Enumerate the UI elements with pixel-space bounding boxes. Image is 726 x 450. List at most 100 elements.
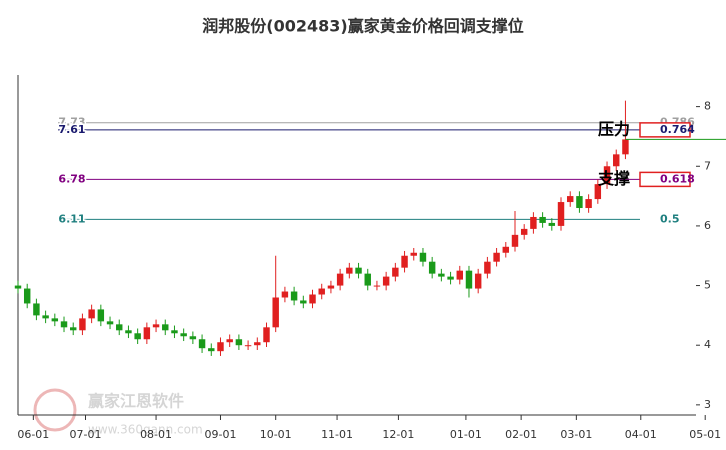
candle-body <box>51 318 59 322</box>
candle-body <box>382 276 390 286</box>
candle <box>244 340 252 350</box>
candle-body <box>33 303 40 316</box>
candle-body <box>539 216 546 223</box>
candle <box>622 100 629 160</box>
candle-body <box>622 139 629 155</box>
candle <box>180 328 187 342</box>
candle-body <box>346 267 353 274</box>
candle <box>336 268 344 291</box>
candle-body <box>576 196 583 209</box>
candle <box>585 194 592 213</box>
candle <box>401 250 408 273</box>
candle-body <box>134 333 141 340</box>
candle <box>456 265 463 285</box>
level-highlight <box>639 171 691 188</box>
candle-body <box>226 339 233 343</box>
level-ratio: 0.618 <box>660 172 695 185</box>
candle <box>152 319 160 333</box>
candle-body <box>198 339 206 349</box>
candle-body <box>447 276 454 280</box>
candle-body <box>152 324 160 328</box>
candle <box>79 313 86 336</box>
candle-body <box>171 330 178 334</box>
candle-body <box>530 216 537 229</box>
level-highlight <box>639 122 691 138</box>
candle-body <box>88 309 95 319</box>
level-price: 6.78 <box>58 172 85 185</box>
candle-body <box>143 327 151 340</box>
candle <box>511 211 519 252</box>
candle-body <box>290 291 298 301</box>
candle-body <box>520 228 528 235</box>
candle-body <box>557 202 565 226</box>
x-tick-label: 12-01 <box>382 428 414 441</box>
candle-body <box>23 288 31 304</box>
candle <box>447 271 454 285</box>
candle <box>613 149 620 172</box>
candle-body <box>125 330 132 334</box>
candle <box>548 218 556 231</box>
candle-body <box>272 297 279 328</box>
candle <box>226 334 233 347</box>
level-price: 6.11 <box>58 212 85 225</box>
candle <box>300 295 307 309</box>
candle-body <box>281 291 289 298</box>
level-ratio: 0.5 <box>660 212 680 225</box>
candle-body <box>42 315 49 319</box>
candle <box>327 280 335 294</box>
x-tick-label: 09-01 <box>204 428 236 441</box>
candle-body <box>208 348 215 352</box>
chart-title: 润邦股份(002483)赢家黄金价格回调支撑位 <box>202 17 523 36</box>
candle <box>364 268 371 291</box>
candle <box>438 268 445 282</box>
candle <box>14 280 22 294</box>
y-tick-label: 8 <box>704 100 711 113</box>
candle <box>474 268 482 294</box>
candle <box>309 289 316 309</box>
candle-body <box>613 154 620 167</box>
candle-body <box>327 285 335 289</box>
candle <box>125 325 132 339</box>
candle-body <box>511 234 519 247</box>
candle <box>208 343 215 356</box>
x-tick-label: 03-01 <box>560 428 592 441</box>
y-tick-label: 4 <box>704 338 711 351</box>
candle <box>392 262 399 282</box>
watermark-text: 赢家江恩软件 <box>88 392 184 411</box>
annotation: 支撑 <box>597 169 630 188</box>
candle-body <box>217 342 224 352</box>
candle <box>143 322 151 345</box>
candle <box>318 283 325 300</box>
candle-body <box>493 252 500 262</box>
candle-body <box>189 336 197 340</box>
x-tick-label: 06-01 <box>17 428 49 441</box>
x-tick-label: 11-01 <box>321 428 353 441</box>
candle <box>51 313 59 327</box>
candle-body <box>162 324 169 331</box>
x-tick-label: 02-01 <box>505 428 537 441</box>
candle-body <box>106 321 114 325</box>
candle <box>428 256 436 279</box>
candle-body <box>263 327 270 343</box>
candle <box>355 262 362 279</box>
candle <box>60 316 68 333</box>
x-tick-label: 05-01 <box>689 428 721 441</box>
candle <box>162 319 169 336</box>
candle <box>106 316 114 330</box>
level-price: 7.61 <box>58 123 85 136</box>
x-tick-label: 07-01 <box>70 428 102 441</box>
candle <box>382 271 390 291</box>
candle-body <box>465 270 473 289</box>
level-ratio: 0.764 <box>660 123 695 136</box>
candle-body <box>474 273 482 289</box>
candle <box>281 286 289 303</box>
candle-body <box>410 252 417 256</box>
candle <box>116 319 123 336</box>
candle-body <box>428 261 436 274</box>
candle <box>502 242 510 258</box>
candle <box>272 255 279 333</box>
x-tick-label: 10-01 <box>260 428 292 441</box>
y-tick-label: 5 <box>704 279 711 292</box>
watermark-logo <box>33 388 77 432</box>
